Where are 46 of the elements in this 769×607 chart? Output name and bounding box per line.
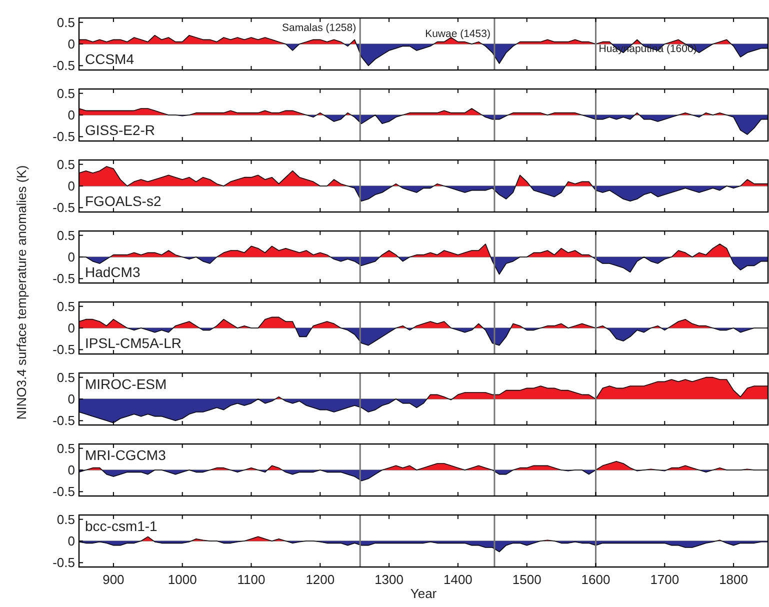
ref-line-label: Samalas (1258) — [282, 22, 356, 34]
legend-label: MIROC-ESM — [85, 376, 167, 392]
y-tick-label: 0 — [68, 178, 75, 194]
x-tick-label: 1300 — [374, 572, 404, 587]
y-tick-label: 0.5 — [56, 440, 75, 456]
y-tick-label: -0.5 — [52, 271, 75, 286]
x-tick-label: 1700 — [650, 572, 680, 587]
series-label: IPSL-CM5A-LR — [85, 335, 182, 351]
y-tick-label: 0 — [68, 320, 75, 336]
x-tick-label: 1200 — [306, 572, 335, 587]
y-tick-label: 0 — [68, 250, 75, 264]
series-label: HadCM3 — [85, 264, 140, 280]
series-label: CCSM4 — [85, 51, 134, 67]
y-tick-label: -0.5 — [52, 484, 75, 500]
y-tick-label: 0 — [68, 108, 75, 122]
x-tick-label: 1000 — [168, 572, 197, 587]
x-tick-label: 1400 — [443, 572, 472, 587]
x-tick-label: 900 — [102, 572, 124, 587]
y-tick-label: 0.5 — [56, 156, 75, 172]
ref-line-label: Kuwae (1453) — [425, 28, 490, 40]
y-tick-label: 0.5 — [56, 14, 75, 30]
y-tick-label: 0.5 — [56, 370, 75, 385]
series-label: GISS-E2-R — [85, 122, 156, 138]
y-tick-label: 0 — [68, 534, 75, 548]
y-tick-label: -0.5 — [52, 129, 75, 144]
y-tick-label: -0.5 — [52, 413, 75, 428]
x-tick-label: 1500 — [512, 572, 542, 587]
y-axis-title: NINO3.4 surface temperature anomalies (K) — [14, 165, 29, 420]
x-axis-title: Year — [410, 586, 438, 601]
y-tick-label: -0.5 — [52, 342, 75, 358]
legend-label: bcc-csm1-1 — [85, 518, 158, 534]
y-tick-label: 0 — [68, 462, 75, 478]
y-tick-label: 0.5 — [56, 86, 75, 101]
series-label: FGOALS-s2 — [85, 193, 162, 209]
y-tick-label: 0.5 — [56, 298, 75, 314]
y-tick-label: 0.5 — [56, 228, 75, 243]
x-tick-label: 1800 — [719, 572, 748, 587]
y-tick-label: 0 — [68, 392, 75, 406]
y-tick-label: -0.5 — [52, 555, 75, 570]
legend-label: MRI-CGCM3 — [85, 447, 166, 463]
x-tick-label: 1600 — [581, 572, 610, 587]
y-tick-label: 0 — [68, 36, 75, 52]
y-tick-label: -0.5 — [52, 200, 75, 216]
y-tick-label: -0.5 — [52, 58, 75, 74]
y-tick-label: 0.5 — [56, 512, 75, 527]
x-tick-label: 1100 — [237, 572, 266, 587]
